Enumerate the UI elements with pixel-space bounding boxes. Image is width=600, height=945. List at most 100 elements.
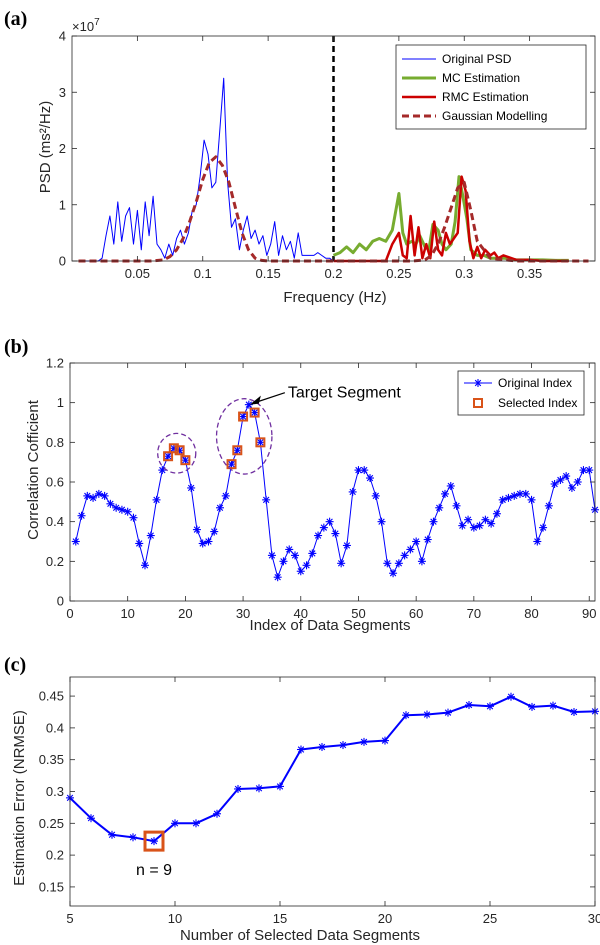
panel-b-y-axis-label: Correlation Cofficient	[25, 399, 42, 540]
panel-b-original-point	[141, 561, 149, 570]
panel-b-original-point	[423, 535, 432, 544]
panel-b-original-point	[117, 505, 126, 514]
panel-b-x-tick-label: 20	[178, 606, 192, 621]
panel-b-original-point	[146, 531, 155, 540]
panel-c-x-tick-label: 25	[483, 911, 497, 926]
panel-b-x-tick-label: 30	[236, 606, 250, 621]
panel-a-legend-entry: Original PSD	[442, 52, 512, 66]
panel-a-x-tick-label: 0.1	[194, 266, 212, 281]
panel-c-point	[255, 784, 263, 793]
panel-c-point	[339, 741, 347, 750]
panel-b-x-tick-label: 40	[294, 606, 308, 621]
panel-b-original-point	[469, 523, 478, 532]
panel-b-original-point	[435, 503, 444, 512]
panel-b-x-tick-label: 50	[351, 606, 365, 621]
panel-b-original-point	[244, 400, 253, 409]
panel-b-original-point	[562, 472, 571, 481]
panel-b-legend-entry: Original Index	[498, 376, 572, 390]
panel-b-original-point	[544, 501, 553, 510]
panel-b-original-point	[279, 557, 288, 566]
panel-b-original-point	[308, 549, 317, 558]
panel-b-original-point	[296, 567, 305, 576]
panel-b-highlight-ellipse	[157, 432, 197, 474]
panel-a-psd-chart: (a) ×107 0.05 0.1 0.15 0.2 0.25 0.3 0.3501234 …	[4, 8, 596, 306]
panel-c-point	[402, 711, 410, 720]
panel-b-original-point	[394, 559, 403, 568]
panel-c-y-tick-label: 0.2	[46, 848, 64, 863]
panel-b-original-point	[192, 525, 201, 534]
panel-b-original-point	[354, 466, 363, 475]
panel-a-x-tick-label: 0.2	[324, 266, 342, 281]
panel-b-annotation-label: Target Segment	[288, 385, 402, 402]
panel-a-y-tick-label: 3	[59, 85, 66, 100]
panel-c-x-tick-label: 30	[588, 911, 600, 926]
panel-b-x-tick-label: 70	[467, 606, 481, 621]
panel-b-original-point	[77, 511, 86, 520]
panel-b-letter: (b)	[4, 336, 28, 358]
panel-c-plot-area: n = 9 5 10 15 20 25 30 0.15 0.2 0.25 0.3 0.35 0.4 0.4…	[39, 676, 600, 926]
panel-b-y-tick-label: 0	[57, 594, 64, 609]
panel-b-selected-point	[249, 407, 260, 418]
panel-b-original-point	[492, 509, 501, 518]
panel-c-point	[129, 833, 137, 842]
panel-a-series-gaussian-modelling	[78, 155, 589, 263]
panel-c-y-tick-label: 0.15	[39, 879, 64, 894]
panel-b-original-point	[89, 493, 98, 502]
panel-b-original-point	[348, 487, 357, 496]
panel-b-y-tick-label: 0.6	[46, 475, 64, 490]
panel-b-original-point	[475, 521, 484, 530]
panel-b-original-point	[417, 557, 426, 566]
panel-c-y-tick-label: 0.45	[39, 689, 64, 704]
panel-b-selected-point	[180, 455, 191, 466]
panel-b-original-point	[567, 483, 576, 492]
panel-a-x-tick-label: 0.15	[255, 266, 280, 281]
panel-b-original-point	[302, 561, 311, 570]
panel-c-point	[234, 784, 242, 793]
panel-c-point	[150, 837, 158, 846]
panel-b-original-point	[377, 517, 386, 526]
panel-b-selected-point	[163, 451, 174, 462]
panel-b-original-point	[181, 456, 190, 465]
panel-b-legend-entry: Selected Index	[498, 396, 577, 410]
panel-b-original-point	[533, 537, 542, 546]
panel-b-original-point	[441, 489, 449, 498]
panel-b-original-point	[123, 507, 132, 516]
panel-c-point	[192, 819, 200, 828]
panel-b-original-point	[325, 517, 334, 526]
panel-b-original-point	[319, 523, 328, 532]
panel-c-point	[87, 814, 95, 823]
panel-b-original-point	[152, 495, 161, 504]
panel-c-point	[528, 702, 536, 711]
panel-b-original-point	[198, 539, 207, 548]
panel-b-selected-point	[168, 443, 179, 454]
panel-a-legend-entry: RMC Estimation	[442, 90, 529, 104]
panel-b-original-point	[487, 519, 496, 528]
panel-c-point	[276, 782, 284, 791]
panel-b-original-point	[112, 503, 121, 512]
panel-b-annotation-arrow-head	[249, 395, 261, 405]
panel-b-original-point	[464, 515, 473, 524]
panel-b-original-point	[498, 495, 507, 504]
panel-b-original-point	[135, 539, 144, 548]
panel-b-original-point	[481, 515, 490, 524]
panel-c-x-tick-label: 15	[273, 911, 287, 926]
panel-b-original-point	[210, 527, 219, 536]
panel-b-x-tick-label: 90	[582, 606, 596, 621]
panel-b-original-point	[389, 569, 398, 578]
panel-b-x-tick-label: 60	[409, 606, 423, 621]
panel-c-point	[444, 708, 452, 717]
panel-a-x-tick-label: 0.35	[517, 266, 542, 281]
panel-c-x-tick-label: 5	[66, 911, 73, 926]
panel-b-original-point	[100, 491, 109, 500]
panel-b-original-point	[158, 466, 167, 475]
panel-b-original-point	[573, 478, 582, 486]
panel-b-x-tick-label: 10	[120, 606, 134, 621]
panel-c-point	[549, 701, 557, 710]
panel-c-point	[465, 700, 473, 709]
panel-b-original-point	[337, 559, 346, 568]
panel-c-point	[213, 809, 221, 818]
panel-a-x-tick-label: 0.05	[125, 266, 150, 281]
panel-b-original-point	[204, 537, 213, 546]
panel-b-original-point	[360, 466, 369, 475]
panel-a-y-tick-label: 1	[59, 197, 66, 212]
